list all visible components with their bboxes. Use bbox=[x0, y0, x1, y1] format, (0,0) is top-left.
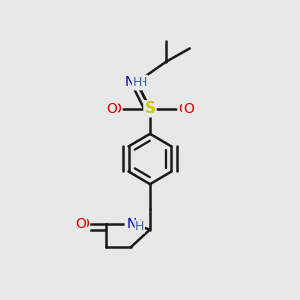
Text: N: N bbox=[126, 217, 136, 231]
Text: N: N bbox=[127, 217, 137, 231]
Text: O: O bbox=[178, 102, 189, 116]
Text: O: O bbox=[106, 102, 117, 116]
Text: S: S bbox=[145, 101, 155, 116]
Text: S: S bbox=[146, 102, 154, 116]
Text: H: H bbox=[138, 76, 147, 89]
Text: N: N bbox=[124, 75, 135, 89]
Text: O: O bbox=[78, 217, 89, 231]
Text: O: O bbox=[183, 102, 194, 116]
Text: O: O bbox=[111, 102, 122, 116]
Text: H: H bbox=[132, 76, 142, 89]
Text: O: O bbox=[75, 217, 86, 231]
Text: H: H bbox=[133, 218, 142, 231]
Text: N: N bbox=[132, 75, 142, 89]
Text: H: H bbox=[135, 220, 144, 233]
